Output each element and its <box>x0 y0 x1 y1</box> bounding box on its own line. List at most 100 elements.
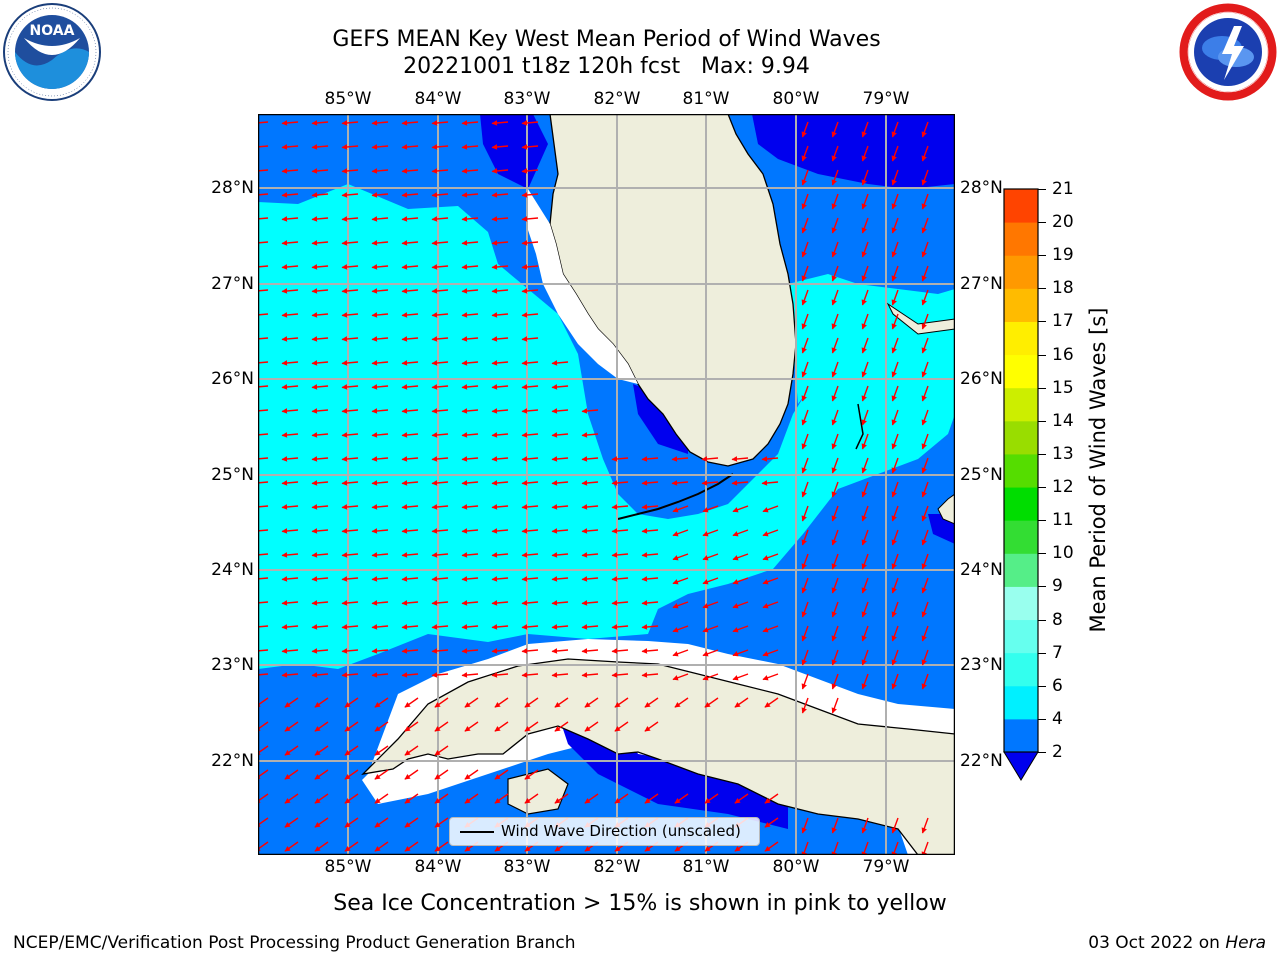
footer-branch: NCEP/EMC/Verification Post Processing Pr… <box>13 933 576 953</box>
wind-wave-arrow <box>801 265 809 282</box>
wind-wave-arrow <box>921 289 929 306</box>
wind-wave-arrow <box>461 288 479 294</box>
wind-wave-arrow <box>461 528 479 534</box>
wind-wave-arrow <box>281 600 299 606</box>
wind-wave-arrow <box>861 193 869 210</box>
wind-wave-arrow <box>831 265 839 282</box>
wind-wave-arrow <box>611 648 629 654</box>
lat-tick-left-23n: 23°N <box>211 655 254 675</box>
wind-wave-arrow <box>521 216 539 222</box>
wind-wave-arrow <box>434 841 449 852</box>
wind-wave-arrow <box>921 409 929 426</box>
lat-tick-right-28n: 28°N <box>960 178 1003 198</box>
wind-wave-arrow <box>401 672 419 678</box>
wind-wave-arrow <box>921 265 929 282</box>
wind-wave-arrow <box>434 817 449 828</box>
colorbar-tick-label: 15 <box>1052 377 1074 398</box>
wind-wave-arrow <box>371 504 389 510</box>
colorbar-tick-label: 19 <box>1052 245 1074 266</box>
wind-wave-arrow <box>761 456 779 462</box>
wind-wave-arrow <box>311 336 329 342</box>
colorbar-tick-label: 18 <box>1052 278 1074 299</box>
wind-wave-arrow <box>581 648 599 654</box>
colorbar-tick-mark <box>1038 453 1046 455</box>
wind-wave-arrow <box>258 313 269 316</box>
wind-wave-arrow <box>341 408 359 414</box>
wind-wave-arrow <box>891 361 899 378</box>
wind-wave-arrow <box>491 144 509 150</box>
wind-wave-arrow <box>311 480 329 486</box>
nodata-fl-west <box>526 189 638 384</box>
colorbar-segment <box>1004 586 1038 621</box>
wind-wave-arrow <box>371 360 389 366</box>
wind-wave-arrow <box>258 241 269 244</box>
wind-wave-arrow <box>461 144 479 150</box>
wind-wave-arrow <box>258 553 269 556</box>
wind-wave-arrow <box>801 193 809 210</box>
wind-wave-arrow <box>551 384 569 390</box>
wind-wave-arrow <box>921 553 929 570</box>
wind-wave-arrow <box>491 288 509 294</box>
wind-wave-arrow <box>551 552 569 558</box>
colorbar-segment <box>1004 354 1038 389</box>
wind-wave-arrow <box>344 841 359 852</box>
wind-wave-arrow <box>258 337 269 340</box>
wind-wave-arrow <box>831 241 839 258</box>
wind-wave-arrow <box>891 433 899 450</box>
wind-wave-arrow <box>281 168 299 174</box>
wind-wave-arrow <box>311 216 329 222</box>
wind-wave-arrow <box>281 144 299 150</box>
wind-wave-arrow <box>801 433 809 450</box>
wind-wave-arrow <box>311 144 329 150</box>
colorbar-under-triangle <box>1003 751 1039 781</box>
wind-wave-arrow <box>404 817 419 828</box>
sea-ice-note: Sea Ice Concentration > 15% is shown in … <box>333 891 947 916</box>
wave-period-4-6-east <box>788 274 955 404</box>
wind-wave-arrow <box>281 408 299 414</box>
wind-wave-arrow <box>521 600 539 606</box>
wind-wave-arrow <box>404 721 419 732</box>
wind-wave-arrow <box>431 120 449 126</box>
wind-wave-arrow <box>611 624 629 630</box>
wind-wave-arrow <box>258 577 269 580</box>
wind-wave-arrow <box>551 360 569 366</box>
lon-tick-top-80w: 80°W <box>772 89 820 109</box>
wind-wave-arrow <box>314 817 329 828</box>
wind-wave-arrow <box>891 313 899 330</box>
wind-wave-arrow <box>341 288 359 294</box>
wind-wave-arrow <box>281 192 299 198</box>
wind-wave-arrow <box>831 577 839 594</box>
wind-wave-arrow <box>551 528 569 534</box>
colorbar-segment <box>1004 553 1038 587</box>
wind-wave-arrow <box>521 288 539 294</box>
wind-wave-arrow <box>641 576 659 582</box>
wind-wave-arrow <box>464 769 479 780</box>
colorbar-tick-mark <box>1038 619 1046 621</box>
wind-wave-arrow <box>671 456 689 462</box>
wind-wave-arrow <box>371 384 389 390</box>
wind-wave-arrow <box>831 697 839 714</box>
wind-wave-arrow <box>258 625 269 628</box>
colorbar-segment <box>1004 321 1038 356</box>
wind-wave-arrow <box>461 384 479 390</box>
wind-wave-arrow <box>311 600 329 606</box>
wind-wave-arrow <box>831 169 839 186</box>
wind-wave-arrow <box>921 529 929 546</box>
wind-wave-arrow <box>401 288 419 294</box>
wind-wave-arrow <box>801 217 809 234</box>
wind-wave-arrow <box>371 552 389 558</box>
wind-wave-arrow <box>921 241 929 258</box>
wind-wave-arrow <box>891 481 899 498</box>
lon-tick-top-85w: 85°W <box>324 89 372 109</box>
wind-wave-arrow <box>258 745 269 756</box>
wind-wave-arrow <box>401 168 419 174</box>
wind-wave-arrow <box>891 241 899 258</box>
wind-wave-arrow <box>461 312 479 318</box>
wind-wave-arrow <box>861 433 869 450</box>
colorbar-segment <box>1004 453 1038 488</box>
bahamas-andros <box>855 403 864 450</box>
wind-wave-arrow <box>921 169 929 186</box>
wind-wave-arrow <box>891 577 899 594</box>
wind-wave-arrow <box>921 481 929 498</box>
wind-wave-arrow <box>891 457 899 474</box>
